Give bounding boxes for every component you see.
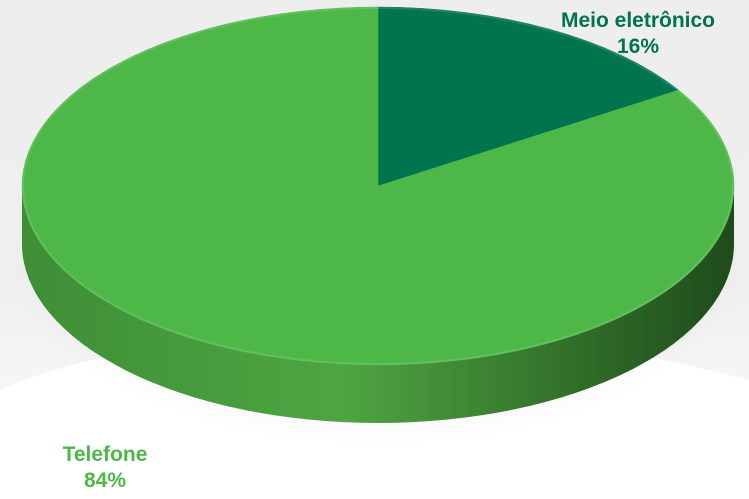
data-label-meio-eletronico-value: 16% bbox=[616, 35, 660, 58]
pie-slice-telefone bbox=[21, 6, 735, 366]
data-label-meio-eletronico: Meio eletrônico 16% bbox=[538, 8, 738, 60]
data-label-meio-eletronico-name: Meio eletrônico bbox=[560, 9, 716, 32]
pie-rim-highlight bbox=[22, 7, 734, 365]
pie-side-telefone-0 bbox=[22, 186, 734, 423]
pie-group bbox=[10, 6, 746, 445]
data-label-telefone: Telefone 84% bbox=[30, 442, 180, 494]
data-label-telefone-name: Telefone bbox=[62, 443, 148, 466]
pie-slice-meio-eletr-nico bbox=[377, 6, 680, 187]
data-label-telefone-value: 84% bbox=[83, 469, 127, 492]
